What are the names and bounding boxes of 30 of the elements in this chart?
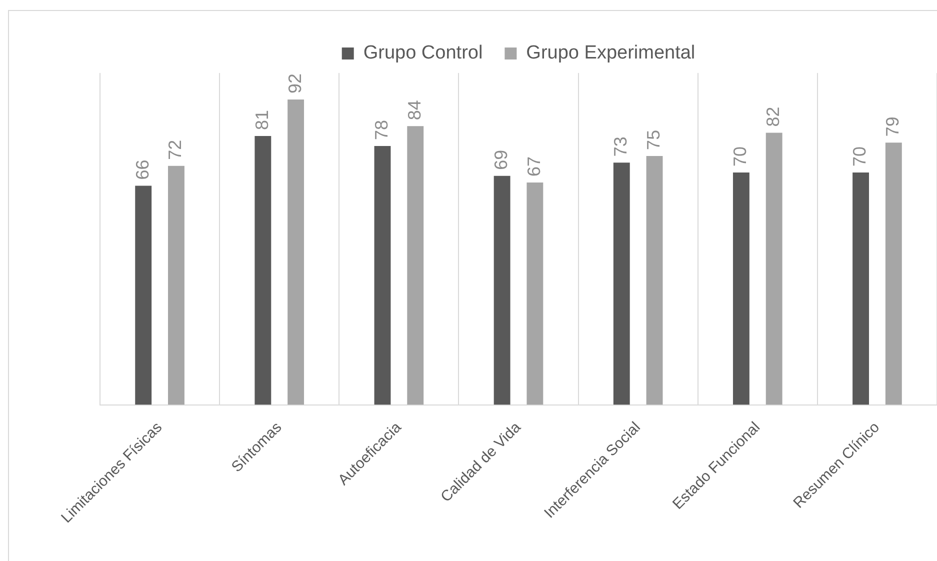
data-label: 67 <box>524 156 544 176</box>
legend-label: Grupo Experimental <box>526 42 696 64</box>
data-label: 82 <box>763 106 784 127</box>
data-label: 69 <box>491 150 512 170</box>
legend-label: Grupo Control <box>363 42 483 64</box>
data-label: 72 <box>165 140 186 160</box>
bar <box>613 162 630 405</box>
bar <box>407 126 424 405</box>
data-label: 66 <box>132 160 152 180</box>
bar <box>254 136 272 405</box>
data-label: 92 <box>284 74 305 94</box>
bar <box>766 132 782 405</box>
bar <box>646 156 663 405</box>
data-label: 79 <box>882 116 903 137</box>
data-label: 78 <box>371 120 392 140</box>
data-label: 70 <box>730 146 750 167</box>
data-label: 73 <box>610 136 631 157</box>
bar <box>494 176 510 405</box>
data-label: 70 <box>850 146 870 167</box>
bar <box>168 166 184 405</box>
bar <box>852 172 869 405</box>
data-label: 84 <box>404 100 424 120</box>
bar <box>374 146 391 405</box>
bar <box>135 186 152 405</box>
bar <box>732 172 750 405</box>
bar <box>885 142 902 405</box>
data-label: 75 <box>643 130 664 150</box>
data-label: 81 <box>252 110 272 130</box>
bar <box>526 182 544 405</box>
bar <box>288 100 304 405</box>
